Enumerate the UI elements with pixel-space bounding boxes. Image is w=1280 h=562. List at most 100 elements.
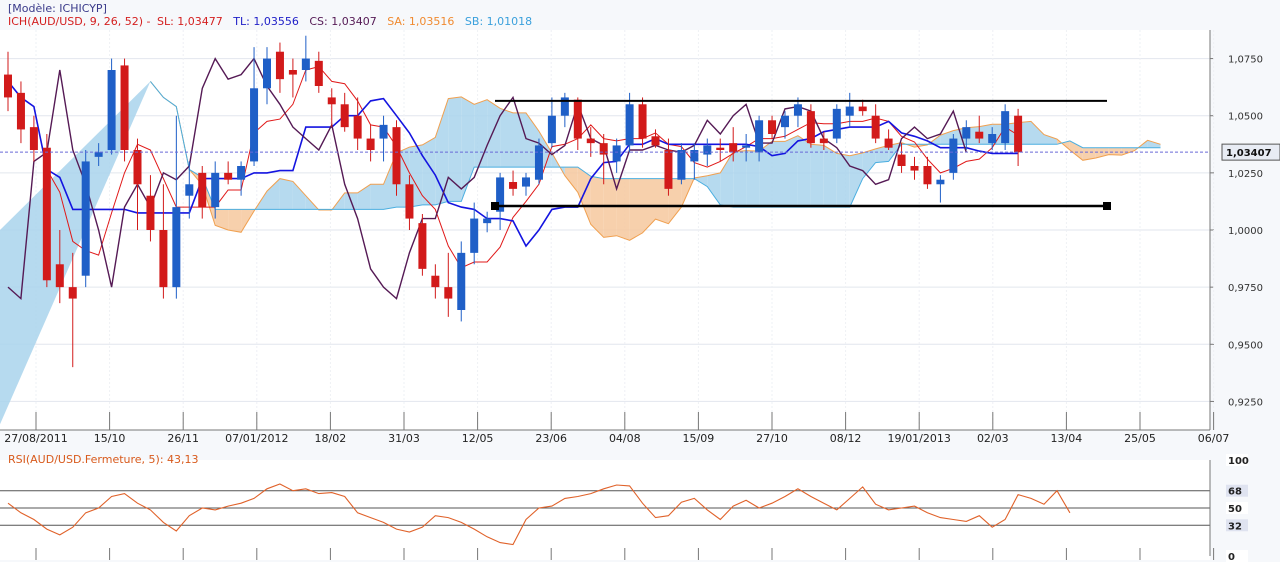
candle-body [522,177,530,187]
candle-body [133,150,142,185]
x-tick-label: 13/04 [1051,432,1083,445]
candle-body [496,177,505,212]
y-tick-label: 1,0500 [1228,112,1263,123]
kumo-segment [1082,147,1096,161]
ichimoku-label: ICH(AUD/USD, 9, 26, 52) - [8,15,151,28]
candle-body [949,138,958,173]
rsi-plot-area [0,460,1210,560]
model-label: [Modèle: ICHICYP] [8,2,107,15]
candle-body [483,218,492,224]
kumo-segment [0,81,151,425]
x-tick-label: 19/01/2013 [887,432,950,445]
rsi-tick-label: 0 [1228,552,1235,562]
candle-body [755,120,764,153]
kumo-segment [292,181,306,210]
candle-body [936,179,945,185]
candle-body [560,97,569,116]
candle-body [470,218,479,253]
kumo-segment [474,99,488,168]
candle-body [120,65,129,150]
x-tick-label: 04/08 [609,432,641,445]
kumo-segment [668,178,682,224]
candle-body [806,111,815,144]
kumo-segment [1069,140,1083,161]
candle-body [729,143,738,153]
kumo-segment [720,151,734,208]
candle-body [405,184,414,219]
candle-body [677,150,686,180]
ichimoku-legend: ICH(AUD/USD, 9, 26, 52) - SL: 1,03477 TL… [8,15,532,28]
kumo-segment [1121,147,1135,156]
candle-body [4,74,12,98]
rsi-tick-label: 100 [1228,456,1249,467]
candle-body [146,195,155,230]
kumo-segment [267,178,280,210]
x-tick-label: 07/01/2012 [225,432,288,445]
candle-body [1014,115,1023,153]
kumo-segment [1108,147,1122,156]
candle-body [444,287,453,299]
candle-body [845,106,854,116]
candle-body [819,138,828,144]
y-tick-label: 1,0750 [1228,55,1263,66]
kumo-segment [564,167,578,193]
candle-body [742,145,751,148]
candle-body [55,264,64,288]
candle-body [275,51,284,80]
tenkan-value: SL: 1,03477 [156,15,223,28]
kumo-segment [357,184,371,210]
kumo-segment [370,184,384,210]
candle-body [68,287,77,299]
kumo-segment [810,144,824,208]
y-tick-label: 1,0250 [1228,169,1263,180]
rsi-tick-box [1226,519,1248,532]
candle-body [159,230,168,288]
x-tick-label: 27/10 [756,432,788,445]
candle-body [16,92,25,130]
kumo-segment [616,178,630,241]
candle-body [353,115,362,139]
rsi-tick-label: 32 [1228,521,1242,532]
chikou-value: CS: 1,03407 [309,15,377,28]
candle-body [340,104,349,128]
candle-body [690,150,699,162]
candle-body [509,182,518,189]
rsi-tick-box [1226,454,1248,466]
senkou-b-value: SB: 1,01018 [464,15,533,28]
candle-body [573,99,582,139]
x-tick-label: 12/05 [462,432,494,445]
candle-body [547,115,556,144]
kumo-segment [836,153,850,208]
support-line-handle [1103,202,1111,210]
kumo-segment [1147,140,1161,148]
candle-body [897,154,906,166]
x-tick-label: 31/03 [388,432,420,445]
rsi-tick-box [1226,550,1248,562]
x-tick-label: 23/06 [535,432,567,445]
candle-body [418,223,427,269]
candle-body [858,106,867,112]
chikou-line [7,57,967,301]
candle-body [703,145,712,155]
kumo-segment [448,96,462,202]
x-tick-label: 15/09 [683,432,715,445]
candle-body [651,136,660,146]
candle-body [314,60,323,86]
kumo-segment [487,99,501,168]
candle-body [288,70,297,75]
x-tick-label: 08/12 [830,432,862,445]
rsi-tick-label: 50 [1228,504,1242,515]
kumo-segment [279,178,293,210]
y-tick-label: 0,9500 [1228,340,1263,351]
x-tick-label: 02/03 [977,432,1009,445]
kumo-segment [707,172,721,205]
candle-body [534,145,543,180]
candle-body [988,134,997,144]
candle-body [263,58,271,89]
x-tick-label: 27/08/2011 [4,432,67,445]
candle-body [638,104,647,139]
candle-body [431,275,440,288]
kumo-segment [785,135,798,208]
